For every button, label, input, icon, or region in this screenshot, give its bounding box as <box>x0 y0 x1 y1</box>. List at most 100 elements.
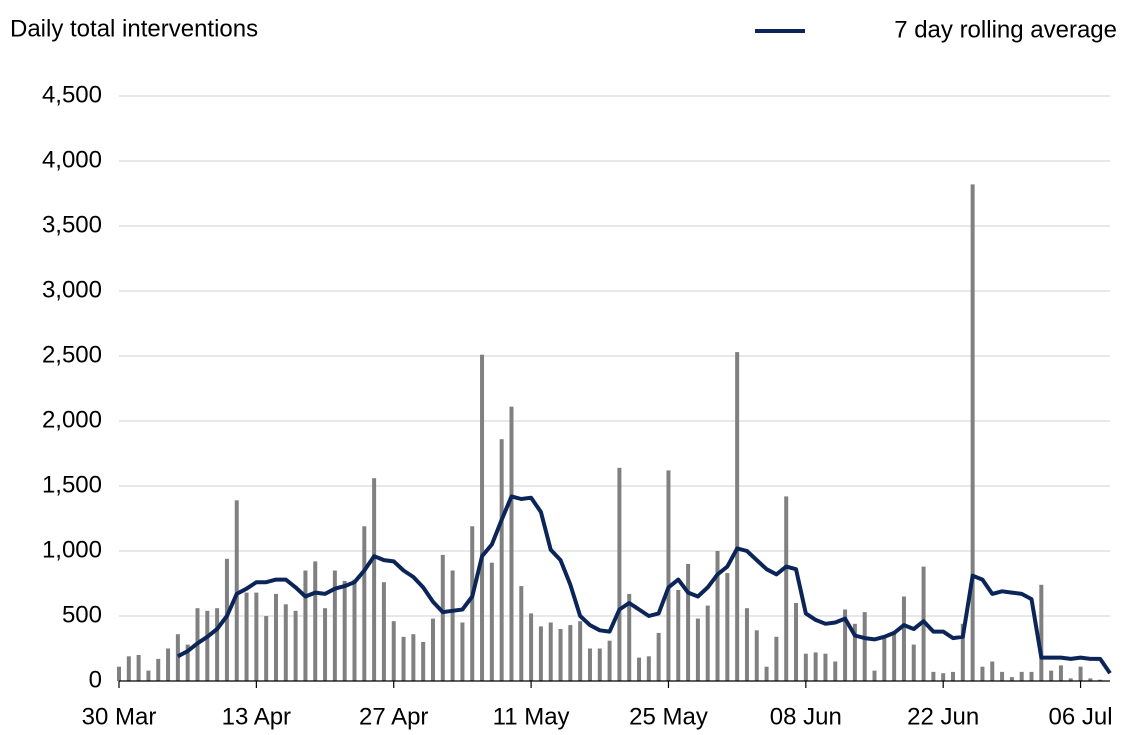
bar <box>754 630 759 681</box>
bar <box>548 622 553 681</box>
bar <box>744 608 749 681</box>
bar <box>725 573 730 681</box>
bar <box>489 562 494 681</box>
bar <box>1078 666 1083 681</box>
bar <box>480 354 485 681</box>
bar <box>803 653 808 681</box>
bar <box>293 610 298 681</box>
bar <box>666 470 671 681</box>
bar <box>538 626 543 681</box>
bar <box>430 618 435 681</box>
bar <box>215 608 220 681</box>
x-tick-label: 25 May <box>629 703 708 730</box>
x-tick-label: 22 Jun <box>907 703 979 730</box>
bar <box>381 582 386 681</box>
bar <box>175 634 180 681</box>
y-tick-label: 4,500 <box>42 81 102 108</box>
x-tick-label: 08 Jun <box>770 703 842 730</box>
legend-label: 7 day rolling average <box>894 16 1117 43</box>
bar <box>283 604 288 681</box>
bar <box>352 579 357 681</box>
y-tick-label: 3,000 <box>42 276 102 303</box>
bar <box>303 570 308 681</box>
y-tick-label: 500 <box>62 601 102 628</box>
bar <box>1019 671 1024 681</box>
bar <box>529 613 534 681</box>
bar <box>774 636 779 681</box>
bar <box>1068 678 1073 681</box>
bar <box>509 406 514 681</box>
bar <box>1029 671 1034 681</box>
bar <box>784 496 789 681</box>
bar <box>264 616 269 681</box>
bar <box>970 184 975 681</box>
bar <box>872 670 877 681</box>
y-tick-label: 1,500 <box>42 471 102 498</box>
bar <box>813 652 818 681</box>
x-tick-label: 27 Apr <box>359 703 428 730</box>
bar <box>695 618 700 681</box>
y-tick-label: 4,000 <box>42 146 102 173</box>
bar <box>686 564 691 681</box>
bar <box>1039 584 1044 681</box>
chart-title: Daily total interventions <box>10 15 258 42</box>
bar <box>1009 677 1014 681</box>
bar <box>421 642 426 681</box>
y-tick-label: 2,500 <box>42 341 102 368</box>
bar <box>411 634 416 681</box>
rolling-average-line <box>176 494 1112 675</box>
bar <box>323 608 328 681</box>
bar <box>843 609 848 681</box>
bar <box>136 655 141 681</box>
bar <box>764 666 769 681</box>
bar <box>862 612 867 681</box>
bar <box>450 570 455 681</box>
bar <box>362 526 367 681</box>
bar <box>440 554 445 681</box>
bar <box>332 570 337 681</box>
bar <box>990 661 995 681</box>
bar <box>146 670 151 681</box>
bar <box>234 500 239 681</box>
bar <box>519 586 524 681</box>
bar <box>715 551 720 681</box>
y-tick-label: 0 <box>89 666 102 693</box>
bar <box>185 644 190 681</box>
bar <box>205 610 210 681</box>
bar <box>882 638 887 681</box>
bar <box>401 636 406 681</box>
bar <box>911 644 916 681</box>
bar <box>951 671 956 681</box>
bar <box>166 648 171 681</box>
bar <box>460 622 465 681</box>
bar <box>735 352 740 681</box>
bar <box>892 632 897 681</box>
bar <box>607 640 612 681</box>
bar <box>273 593 278 681</box>
bar <box>823 653 828 681</box>
bar <box>852 623 857 681</box>
x-tick-label: 13 Apr <box>222 703 291 730</box>
bar <box>646 656 651 681</box>
bar <box>627 593 632 681</box>
bar <box>244 592 249 681</box>
bar <box>156 658 161 681</box>
x-tick-label: 06 Jul <box>1049 703 1113 730</box>
bar <box>931 671 936 681</box>
bar <box>117 666 121 681</box>
x-tick-label: 30 Mar <box>82 703 157 730</box>
bar <box>637 657 642 681</box>
bar <box>833 661 838 681</box>
bar <box>960 623 965 681</box>
bar <box>254 592 259 681</box>
bar <box>941 673 946 681</box>
bar <box>1000 671 1005 681</box>
x-tick-label: 11 May <box>493 703 570 730</box>
bar <box>794 603 799 681</box>
bar <box>656 632 661 681</box>
bar <box>597 648 602 681</box>
bar <box>391 621 396 681</box>
bar <box>1098 679 1103 681</box>
bar <box>499 439 504 681</box>
